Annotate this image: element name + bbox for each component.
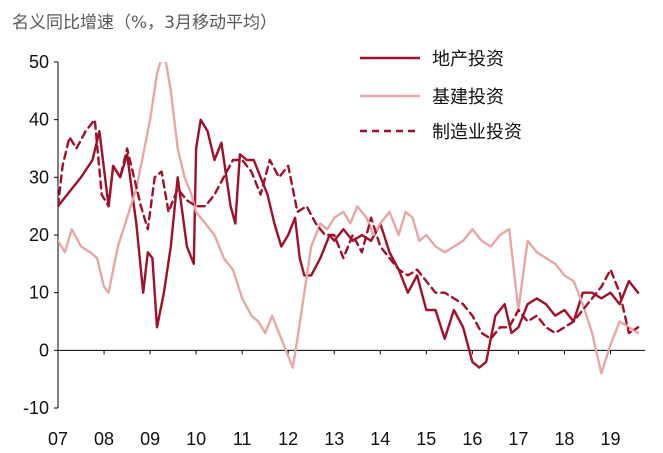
series-line-1 [58,118,640,369]
y-tick-label: 0 [39,340,49,360]
x-tick-label: 16 [462,429,482,449]
x-tick-label: 08 [94,429,114,449]
x-tick-label: 09 [140,429,160,449]
y-tick-label: 10 [29,283,49,303]
legend-label-3: 制造业投资 [432,122,522,143]
x-tick-label: 11 [233,429,252,449]
series-line-3 [58,118,640,340]
legend-label-2: 基建投资 [432,87,504,108]
x-tick-label: 12 [278,429,298,449]
y-tick-label: 40 [29,110,49,130]
x-tick-label: 17 [508,429,528,449]
x-tick-label: 10 [186,429,206,449]
chart-title: 名义同比增速（%，3月移动平均） [12,13,277,33]
y-tick-label: 20 [29,225,49,245]
series-line-2 [58,62,640,375]
x-tick-label: 14 [370,429,390,449]
x-tick-label: 18 [554,429,574,449]
y-tick-label: 50 [29,52,49,72]
x-tick-label: 13 [324,429,344,449]
y-tick-label: -10 [23,398,49,418]
x-tick-label: 07 [48,429,68,449]
x-tick-label: 19 [600,429,620,449]
legend-label-1: 地产投资 [432,49,504,70]
x-tick-label: 15 [416,429,436,449]
y-tick-label: 30 [29,167,49,187]
